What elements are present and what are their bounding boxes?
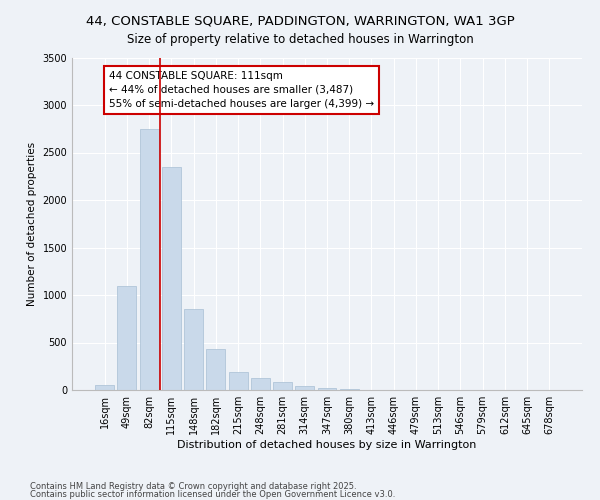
Text: 44 CONSTABLE SQUARE: 111sqm
← 44% of detached houses are smaller (3,487)
55% of : 44 CONSTABLE SQUARE: 111sqm ← 44% of det… — [109, 71, 374, 109]
Bar — [340, 389, 359, 390]
Bar — [206, 349, 225, 390]
Text: 44, CONSTABLE SQUARE, PADDINGTON, WARRINGTON, WA1 3GP: 44, CONSTABLE SQUARE, PADDINGTON, WARRIN… — [86, 15, 514, 28]
Bar — [229, 372, 248, 390]
Bar — [118, 286, 136, 390]
Bar — [140, 128, 158, 390]
Text: Size of property relative to detached houses in Warrington: Size of property relative to detached ho… — [127, 32, 473, 46]
Y-axis label: Number of detached properties: Number of detached properties — [27, 142, 37, 306]
Bar — [162, 167, 181, 390]
Bar — [95, 385, 114, 390]
Bar — [273, 382, 292, 390]
Bar — [295, 386, 314, 390]
Bar — [317, 388, 337, 390]
Bar — [184, 309, 203, 390]
X-axis label: Distribution of detached houses by size in Warrington: Distribution of detached houses by size … — [178, 440, 476, 450]
Text: Contains HM Land Registry data © Crown copyright and database right 2025.: Contains HM Land Registry data © Crown c… — [30, 482, 356, 491]
Text: Contains public sector information licensed under the Open Government Licence v3: Contains public sector information licen… — [30, 490, 395, 499]
Bar — [251, 378, 270, 390]
